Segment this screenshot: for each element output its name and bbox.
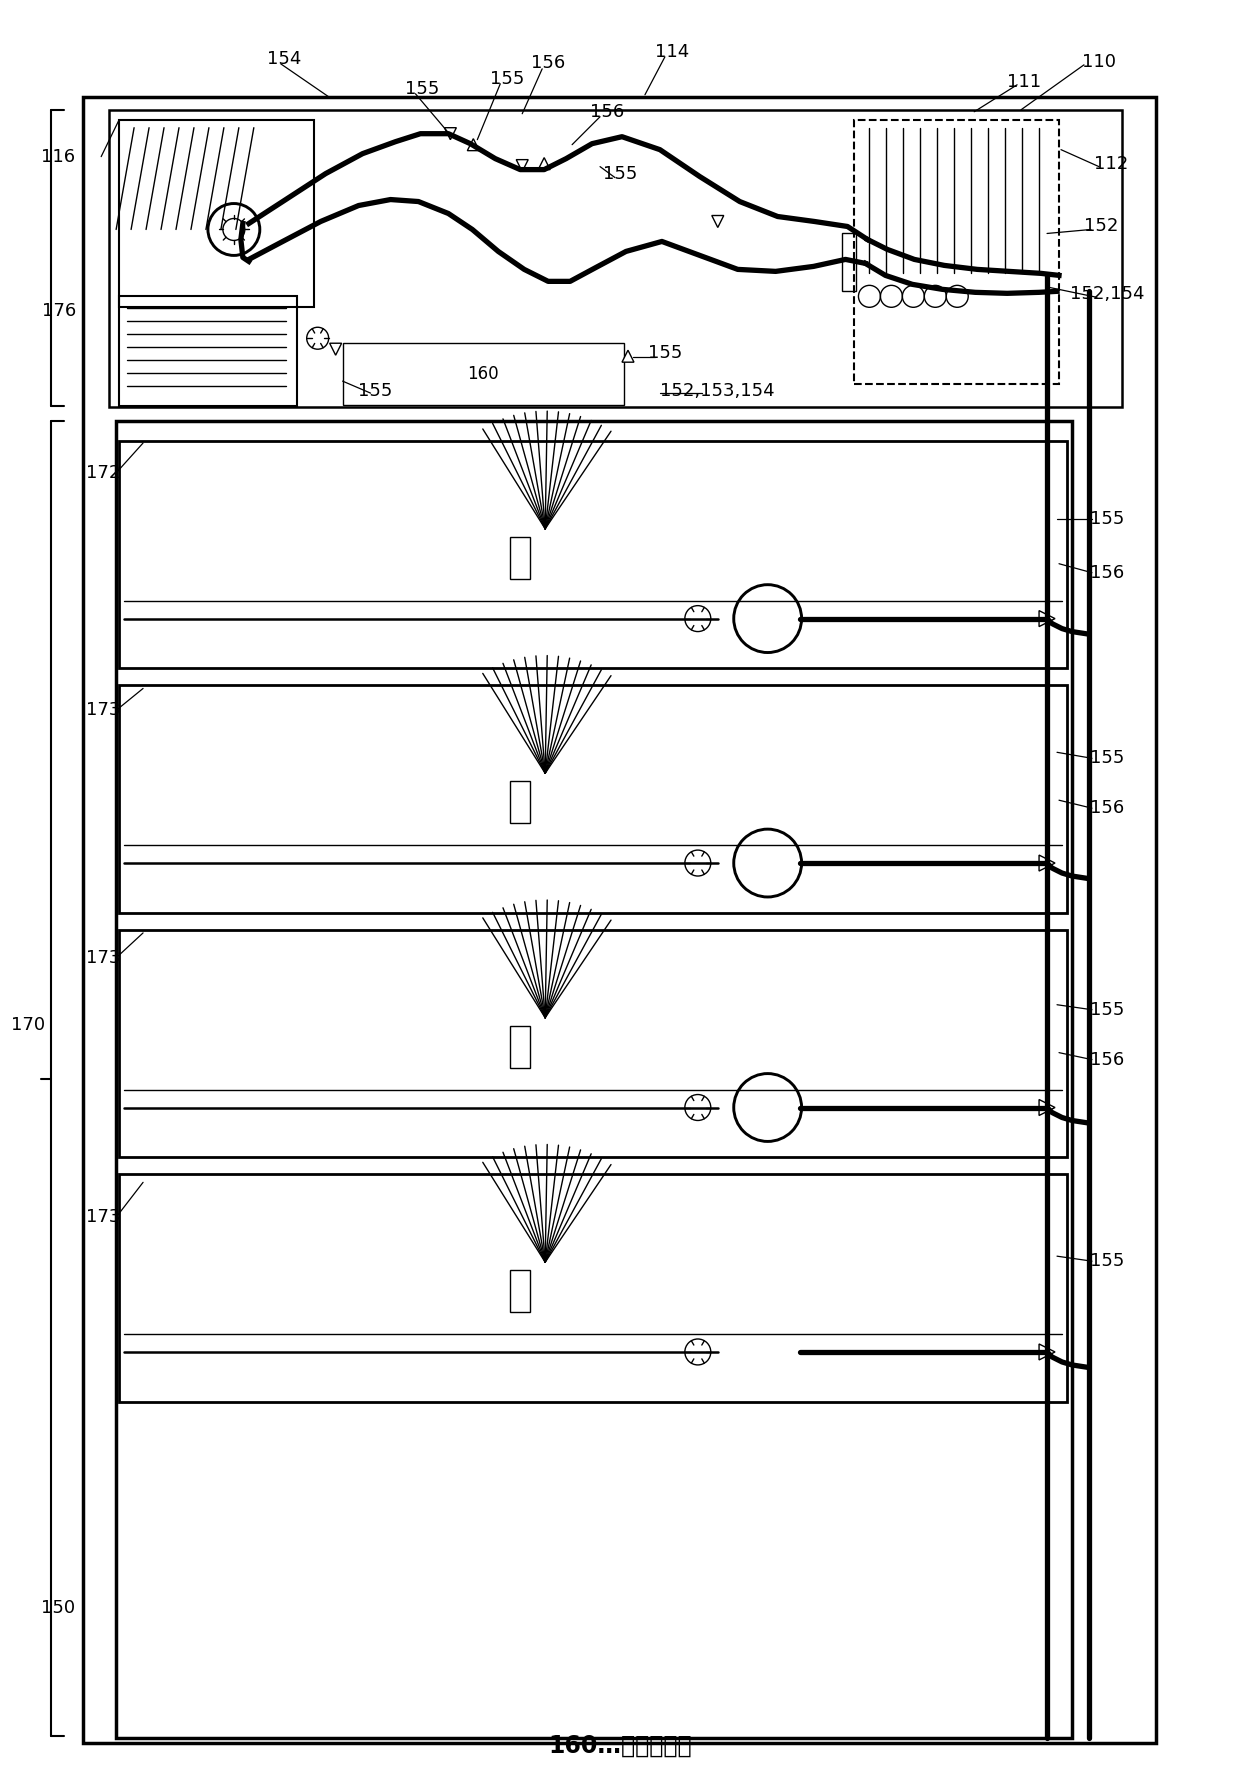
Polygon shape (516, 160, 528, 172)
Text: 154: 154 (267, 50, 301, 67)
Text: 155: 155 (603, 165, 637, 183)
Bar (119, 296, 296, 406)
Text: 110: 110 (1083, 53, 1116, 71)
Bar (510, 781, 531, 824)
Bar (510, 536, 531, 579)
Text: 155: 155 (490, 69, 525, 87)
Text: 172: 172 (86, 463, 120, 483)
Bar (117, 421, 1073, 1738)
Text: 155: 155 (1090, 1001, 1125, 1019)
Text: 173: 173 (86, 701, 120, 719)
Text: 112: 112 (1094, 154, 1128, 172)
Text: 152: 152 (1084, 218, 1118, 236)
Polygon shape (622, 350, 634, 362)
Bar (342, 343, 624, 405)
Bar (109, 110, 1122, 406)
Polygon shape (1039, 1344, 1055, 1360)
Bar (119, 119, 314, 307)
Polygon shape (1039, 1099, 1055, 1115)
Polygon shape (330, 343, 342, 355)
Bar (119, 1175, 1066, 1402)
Polygon shape (467, 138, 480, 151)
Polygon shape (538, 158, 551, 170)
Text: 170: 170 (11, 1015, 46, 1033)
Text: 114: 114 (655, 43, 689, 60)
Text: 155: 155 (1090, 1251, 1125, 1271)
Text: 156: 156 (531, 53, 565, 71)
Text: 155: 155 (1090, 509, 1125, 527)
Bar (842, 234, 857, 291)
Text: 173: 173 (86, 1209, 120, 1227)
Bar (510, 1271, 531, 1312)
Polygon shape (444, 128, 456, 140)
Bar (119, 930, 1066, 1157)
Text: 150: 150 (41, 1599, 76, 1617)
Text: 111: 111 (1007, 73, 1042, 91)
Text: 176: 176 (42, 302, 77, 319)
Text: 156: 156 (590, 103, 624, 121)
Text: 160: 160 (467, 366, 500, 383)
Text: 155: 155 (1090, 749, 1125, 767)
Text: 160…纸币读取部: 160…纸币读取部 (548, 1734, 692, 1757)
Text: 152,153,154: 152,153,154 (661, 382, 775, 399)
Bar (119, 685, 1066, 912)
Text: 156: 156 (1090, 564, 1123, 582)
Text: 156: 156 (1090, 1051, 1123, 1069)
Text: 152,154: 152,154 (1070, 286, 1145, 304)
Text: 155: 155 (647, 344, 682, 362)
Bar (510, 1026, 531, 1067)
Bar (854, 119, 1059, 383)
Text: 155: 155 (358, 382, 393, 399)
Text: 155: 155 (405, 80, 440, 98)
Text: 173: 173 (86, 950, 120, 967)
Polygon shape (1039, 611, 1055, 627)
Bar (83, 98, 1156, 1743)
Polygon shape (712, 215, 724, 227)
Bar (119, 440, 1066, 669)
Text: 156: 156 (1090, 799, 1123, 816)
Polygon shape (1039, 856, 1055, 872)
Text: 116: 116 (41, 147, 76, 165)
